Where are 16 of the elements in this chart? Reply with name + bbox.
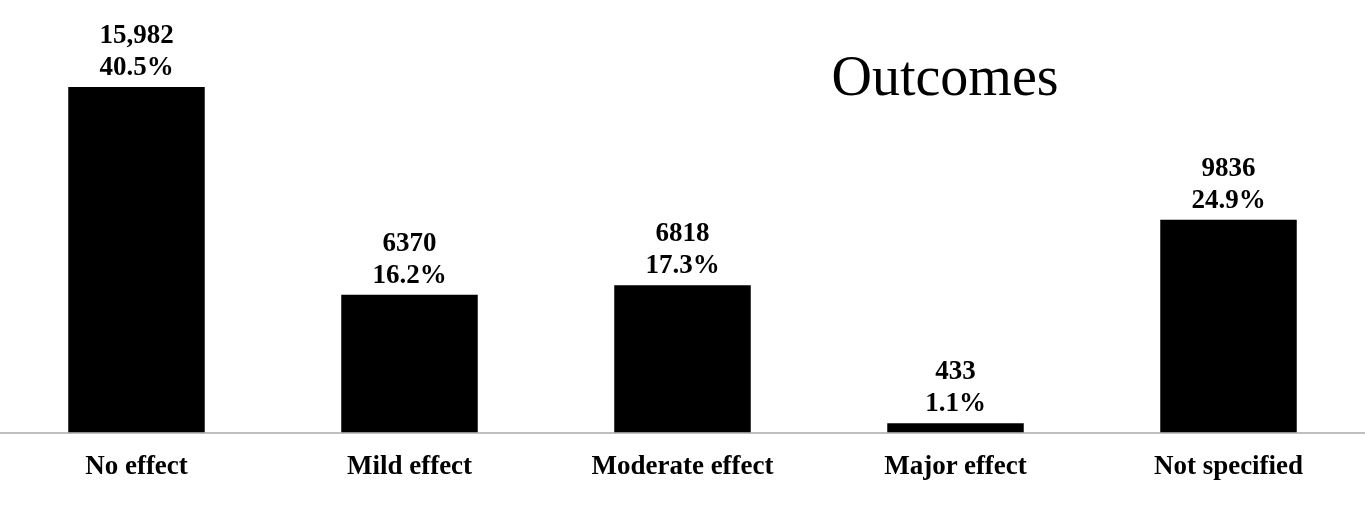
bar bbox=[341, 294, 478, 433]
chart-title: Outcomes bbox=[831, 45, 1059, 107]
data-label: 6818 17.3% bbox=[645, 217, 720, 280]
x-tick-label: Mild effect bbox=[346, 449, 473, 480]
x-tick-label: No effect bbox=[85, 449, 188, 480]
x-tick-label: Not specified bbox=[1153, 449, 1304, 480]
bar bbox=[614, 285, 751, 433]
bar bbox=[68, 86, 205, 433]
bar bbox=[1160, 219, 1297, 433]
data-label: 15,982 40.5% bbox=[99, 18, 174, 81]
data-label: 433 1.1% bbox=[925, 355, 986, 418]
x-tick-label: Moderate effect bbox=[591, 449, 774, 480]
x-tick-label: Major effect bbox=[884, 449, 1027, 480]
data-label: 9836 24.9% bbox=[1191, 151, 1266, 214]
data-label: 6370 16.2% bbox=[372, 226, 447, 289]
bar bbox=[887, 423, 1024, 433]
